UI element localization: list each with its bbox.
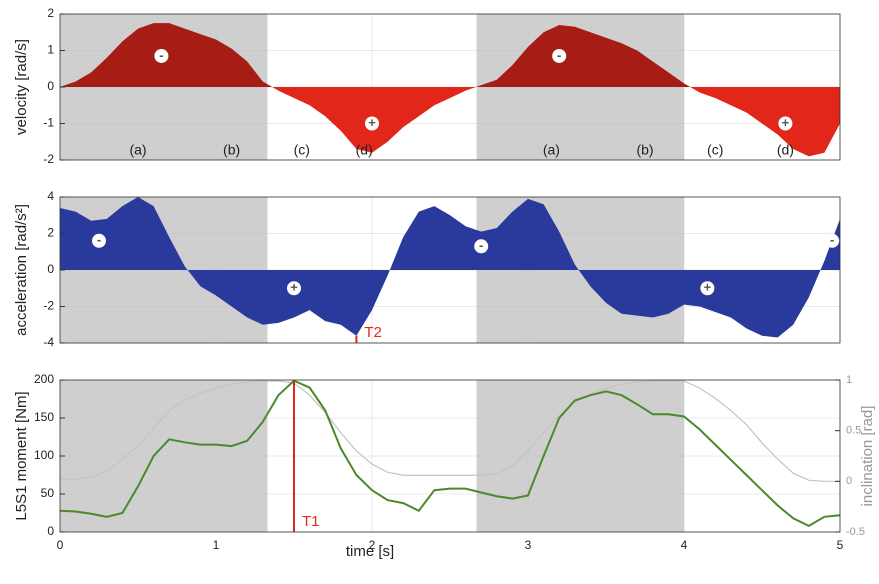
annotation: - [159,47,163,62]
y2-tick-label: 0.5 [846,425,861,437]
sign-circle [825,233,840,248]
annotation: (d) [356,142,373,158]
x-tick-label: 2 [369,538,376,552]
x-tick-label: 1 [213,538,220,552]
annotation: + [782,115,790,130]
area-positive [60,23,840,87]
annotation: (c) [294,142,310,158]
sign-circle [778,116,793,131]
y-tick-label: 4 [47,189,54,203]
area-negative [60,87,840,157]
annotation: + [704,280,712,295]
x-tick-label: 5 [837,538,844,552]
y-tick-label: 1 [47,43,54,57]
area-positive [60,197,840,270]
annotation: (a) [543,142,560,158]
annotation: (b) [223,142,240,158]
marker-label: T1 [302,513,320,530]
y-tick-label: 50 [41,486,55,500]
annotation: (c) [707,142,723,158]
y-tick-label: 0 [47,79,54,93]
line [60,380,840,482]
y-axis-label: acceleration [rad/s²] [13,204,30,336]
y-tick-label: -1 [43,116,54,130]
y-tick-label: 2 [47,6,54,20]
y-tick-label: 2 [47,226,54,240]
y-axis-label: L5S1 moment [Nm] [13,391,30,520]
area-negative [60,270,840,338]
sign-circle [474,239,489,254]
y-tick-label: -4 [43,335,54,349]
y-axis-label: velocity [rad/s] [13,39,30,135]
sign-circle [92,233,106,248]
sign-circle [365,116,379,131]
y-tick-label: 200 [34,372,54,386]
sign-circle [552,48,567,63]
y-tick-label: -2 [43,299,54,313]
annotation: - [97,232,101,247]
x-tick-label: 3 [525,538,532,552]
annotation: (a) [129,142,146,158]
x-tick-label: 0 [57,538,64,552]
sign-circle [154,48,169,63]
y-tick-label: 0 [47,262,54,276]
annotation: + [368,115,376,130]
annotation: - [479,238,483,253]
x-axis-label: time [s] [346,543,394,560]
y-tick-label: 150 [34,410,54,424]
annotation: - [557,47,561,62]
line [59,379,841,528]
annotation: - [830,232,834,247]
annotation: + [290,280,298,295]
x-tick-label: 4 [681,538,688,552]
sign-circle [700,281,715,296]
y2-tick-label: -0.5 [846,526,865,538]
marker-label: T2 [364,324,382,341]
y-tick-label: 0 [47,524,54,538]
sign-circle [287,281,301,296]
y2-tick-label: 0 [846,475,852,487]
y2-tick-label: 1 [846,374,852,386]
y-tick-label: -2 [43,152,54,166]
annotation: (d) [777,142,794,158]
annotation: (b) [636,142,653,158]
y-tick-label: 100 [34,448,54,462]
y2-axis-label: inclination [rad] [859,406,876,507]
